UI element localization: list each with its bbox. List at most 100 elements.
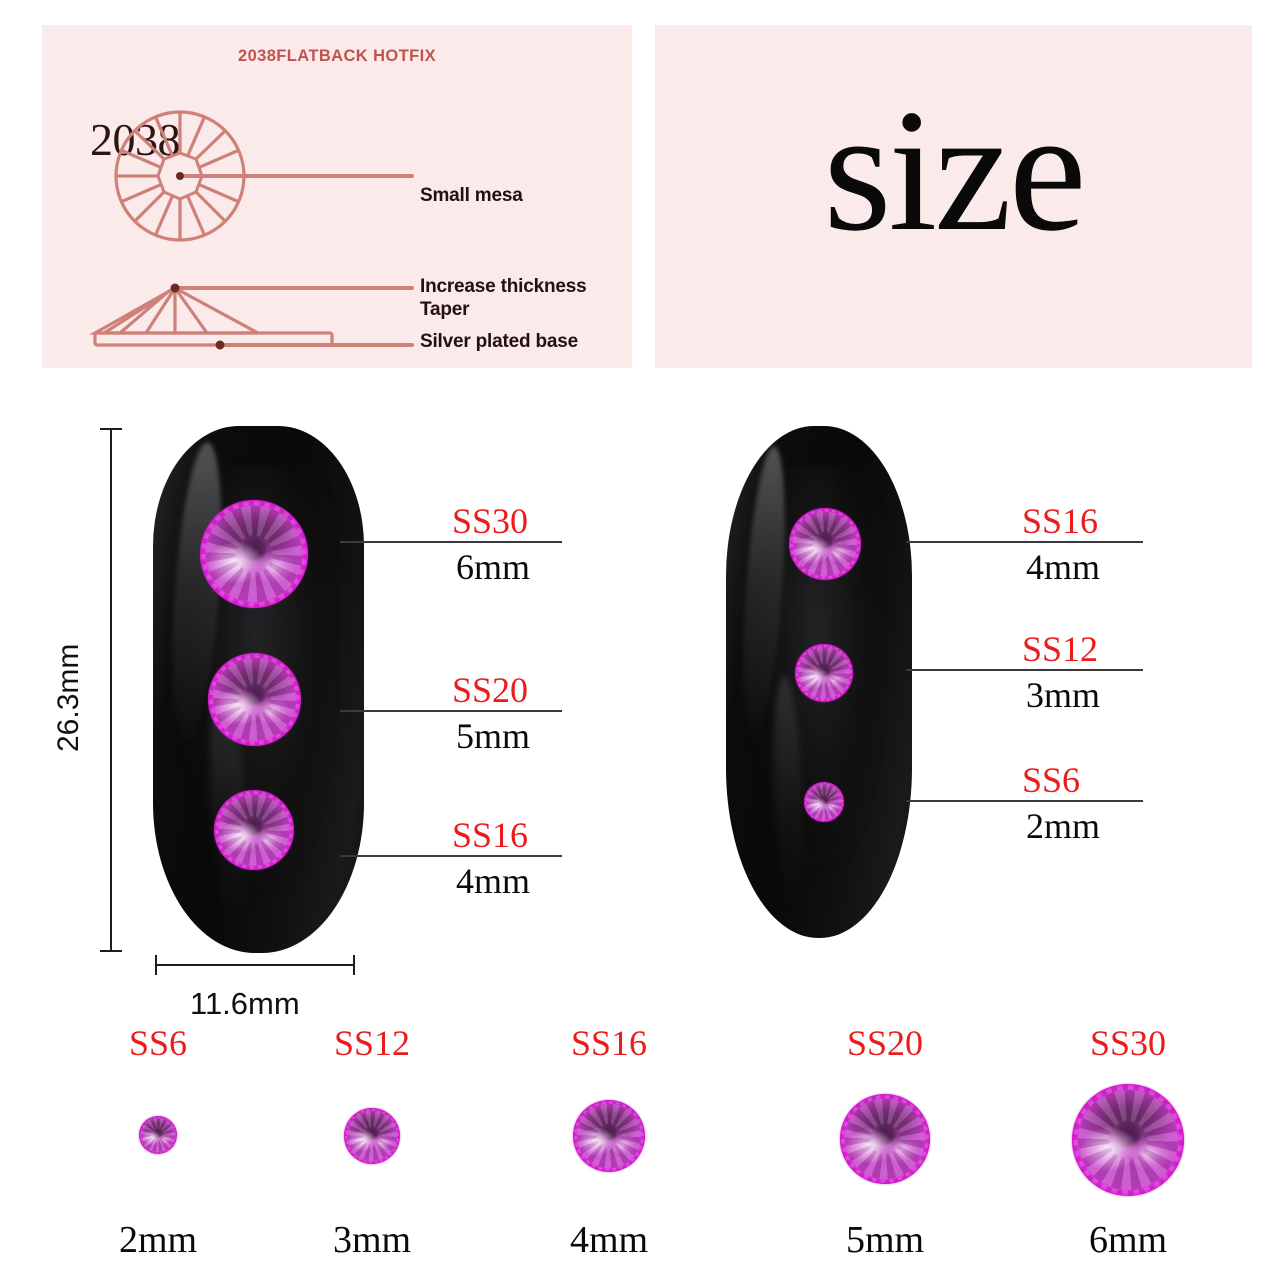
height-dimension-tick-bottom (100, 950, 122, 952)
rhinestone-ss20 (208, 653, 301, 746)
gem-outer-facets (840, 1094, 930, 1184)
swatch-mm-label: 6mm (1088, 1219, 1168, 1261)
swatch-gem-holder (272, 1082, 472, 1197)
callout-ss-label: SS30 (452, 501, 529, 541)
annotation-increase-thickness: Increase thickness (420, 276, 587, 297)
leader-line (906, 541, 1143, 543)
callout-mm-label: 5mm (456, 716, 531, 756)
leader-line (340, 710, 562, 712)
gem-rim (840, 1094, 930, 1184)
rhinestone-ss6-right (804, 782, 844, 822)
annotation-silver-plated-base: Silver plated base (420, 331, 578, 352)
gem-rim (200, 500, 308, 608)
swatch-ss20: SS20 5mm (785, 1022, 985, 1288)
gem-outer-facets (344, 1108, 400, 1164)
gem-rim (344, 1108, 400, 1164)
width-dimension-tick-left (155, 955, 157, 975)
size-swatch-row: SS6 2mm SS12 3mm SS16 (0, 1022, 1288, 1288)
swatch-ss16: SS16 4mm (509, 1022, 709, 1288)
swatch-mm-label: 3mm (332, 1219, 412, 1261)
flatback-line-art (88, 110, 414, 350)
callout-mm-label: 4mm (1026, 547, 1101, 587)
gem-outer-facets (139, 1116, 177, 1154)
size-title: size (823, 73, 1086, 267)
swatch-ss6: SS6 2mm (58, 1022, 258, 1288)
silver-plated-base-bar (93, 331, 334, 347)
swatch-ss-label: SS16 (570, 1023, 648, 1063)
width-dimension-line (155, 964, 355, 966)
gem-outer-facets (804, 782, 844, 822)
callout-ss-label: SS16 (452, 815, 529, 855)
size-title-panel: size (655, 25, 1252, 368)
swatch-mm-label: 2mm (118, 1219, 198, 1261)
swatch-ss-label: SS12 (333, 1023, 411, 1063)
swatch-gem-holder (58, 1082, 258, 1197)
callout-mm-label: 3mm (1026, 675, 1101, 715)
callout-ss-label: SS12 (1022, 629, 1099, 669)
swatch-mm-label: 4mm (569, 1219, 649, 1261)
callout-mm-label: 4mm (456, 861, 531, 901)
gem-inner-facets (200, 500, 308, 608)
gem-inner-facets (139, 1116, 177, 1154)
gem-inner-facets (344, 1108, 400, 1164)
swatch-ss-label: SS6 (128, 1023, 188, 1063)
callout-ss-label: SS20 (452, 670, 529, 710)
gem-inner-facets (214, 790, 294, 870)
rhinestone-ss16-right (789, 508, 861, 580)
width-dimension-label: 11.6mm (190, 986, 300, 1021)
swatch-ss-label: SS20 (846, 1023, 924, 1063)
gem-rim (214, 790, 294, 870)
height-dimension-label: 26.3mm (52, 643, 85, 752)
rhinestone-swatch-ss16 (573, 1100, 645, 1172)
gem-inner-facets (1072, 1084, 1184, 1196)
rhinestone-ss16 (214, 790, 294, 870)
gem-rim (139, 1116, 177, 1154)
leader-line (340, 541, 562, 543)
gem-outer-facets (573, 1100, 645, 1172)
swatch-gem-holder (1028, 1082, 1228, 1197)
rhinestone-ss30 (200, 500, 308, 608)
flatback-diagram-panel: 2038FLATBACK HOTFIX 2038 (42, 25, 632, 368)
rhinestone-ss12-right (795, 644, 853, 702)
rhinestone-swatch-ss12 (344, 1108, 400, 1164)
gem-inner-facets (789, 508, 861, 580)
leader-line (340, 855, 562, 857)
width-dimension-tick-right (353, 955, 355, 975)
swatch-gem-holder (509, 1082, 709, 1197)
gem-inner-facets (208, 653, 301, 746)
gem-outer-facets (208, 653, 301, 746)
swatch-ss30: SS30 6mm (1028, 1022, 1228, 1288)
gem-rim (208, 653, 301, 746)
callout-mm-label: 2mm (1026, 806, 1101, 846)
gem-inner-facets (840, 1094, 930, 1184)
height-dimension-line (110, 428, 112, 952)
callout-ss-label: SS6 (1022, 760, 1081, 800)
rhinestone-swatch-ss30 (1072, 1084, 1184, 1196)
gem-inner-facets (573, 1100, 645, 1172)
gem-rim (573, 1100, 645, 1172)
gem-outer-facets (789, 508, 861, 580)
annotation-taper: Taper (420, 299, 470, 320)
gem-outer-facets (214, 790, 294, 870)
swatch-ss-label: SS30 (1089, 1023, 1167, 1063)
rhinestone-swatch-ss20 (840, 1094, 930, 1184)
gem-outer-facets (1072, 1084, 1184, 1196)
gem-rim (804, 782, 844, 822)
gem-rim (789, 508, 861, 580)
rhinestone-swatch-ss6 (139, 1116, 177, 1154)
height-dimension-tick-top (100, 428, 122, 430)
gem-inner-facets (804, 782, 844, 822)
gem-outer-facets (200, 500, 308, 608)
panel-heading: 2038FLATBACK HOTFIX (238, 47, 436, 65)
swatch-gem-holder (785, 1082, 985, 1197)
leader-line (906, 800, 1143, 802)
gem-inner-facets (795, 644, 853, 702)
swatch-ss12: SS12 3mm (272, 1022, 472, 1288)
annotation-small-mesa: Small mesa (420, 185, 523, 206)
callout-ss-label: SS16 (1022, 501, 1099, 541)
leader-line (906, 669, 1143, 671)
gem-rim (795, 644, 853, 702)
callout-mm-label: 6mm (456, 547, 531, 587)
gem-outer-facets (795, 644, 853, 702)
swatch-mm-label: 5mm (845, 1219, 925, 1261)
